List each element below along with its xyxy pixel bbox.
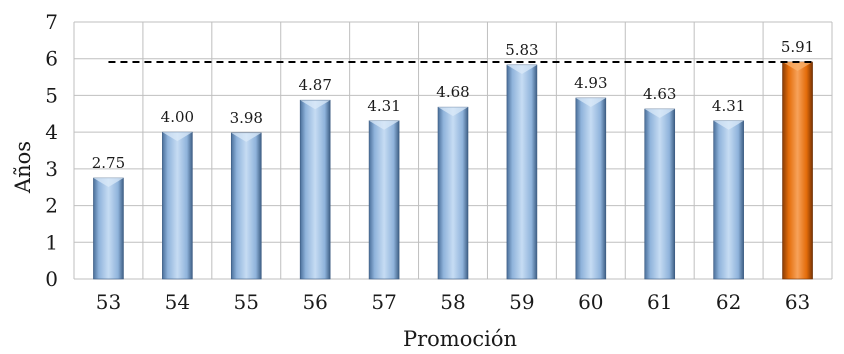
y-tick-label: 1: [45, 230, 58, 254]
bar-59: [506, 64, 538, 280]
bar-bevel: [231, 132, 262, 142]
y-tick-label: 6: [45, 47, 58, 71]
bar-bevel: [438, 107, 468, 117]
data-label: 4.93: [574, 74, 607, 92]
bar-bevel: [782, 62, 813, 72]
x-tick-label: 58: [440, 290, 465, 314]
data-label: 4.68: [436, 83, 469, 101]
x-tick-label: 62: [716, 290, 741, 314]
x-tick-label: 54: [165, 290, 190, 314]
data-label: 4.31: [712, 97, 745, 115]
x-tick-label: 63: [785, 290, 810, 314]
data-label: 4.00: [161, 108, 194, 126]
bar-60: [575, 97, 607, 280]
bar-bevel: [369, 120, 400, 130]
y-axis-title: Años: [11, 141, 35, 194]
x-tick-label: 60: [578, 290, 603, 314]
x-tick-label: 56: [302, 290, 327, 314]
y-tick-label: 0: [45, 267, 58, 291]
y-tick-label: 3: [45, 157, 58, 181]
bar-57: [368, 120, 400, 280]
bar-62: [713, 120, 744, 280]
data-label: 5.83: [505, 41, 538, 59]
y-tick-label: 7: [45, 10, 58, 34]
x-tick-label: 57: [371, 290, 396, 314]
bars-layer: [93, 61, 813, 280]
y-tick-label: 4: [45, 120, 58, 144]
bar-56: [299, 99, 331, 280]
bar-bevel: [506, 64, 537, 74]
bar-bevel: [575, 97, 606, 107]
bar-54: [162, 131, 193, 280]
y-tick-label: 2: [45, 194, 58, 218]
bar-58: [437, 106, 469, 280]
x-tick-label: 61: [647, 290, 672, 314]
labels-layer: 012345672.75534.00543.98554.87564.31574.…: [45, 10, 814, 314]
bar-bevel: [93, 178, 124, 188]
data-label: 4.63: [643, 85, 676, 103]
data-label: 2.75: [92, 154, 125, 172]
x-axis-title: Promoción: [403, 327, 517, 351]
x-tick-label: 53: [96, 290, 121, 314]
bar-bevel: [644, 109, 675, 119]
y-tick-label: 5: [45, 83, 58, 107]
bar-55: [230, 132, 262, 280]
bar-bevel: [713, 120, 744, 130]
bar-53: [93, 177, 124, 280]
bar-bevel: [300, 100, 331, 110]
x-tick-label: 55: [234, 290, 259, 314]
bar-63: [782, 61, 813, 280]
data-label: 3.98: [230, 109, 263, 127]
bar-bevel: [162, 132, 193, 142]
bar-61: [644, 108, 676, 280]
x-tick-label: 59: [509, 290, 534, 314]
data-label: 4.31: [367, 97, 400, 115]
data-label: 5.91: [781, 38, 814, 56]
data-label: 4.87: [298, 76, 331, 94]
